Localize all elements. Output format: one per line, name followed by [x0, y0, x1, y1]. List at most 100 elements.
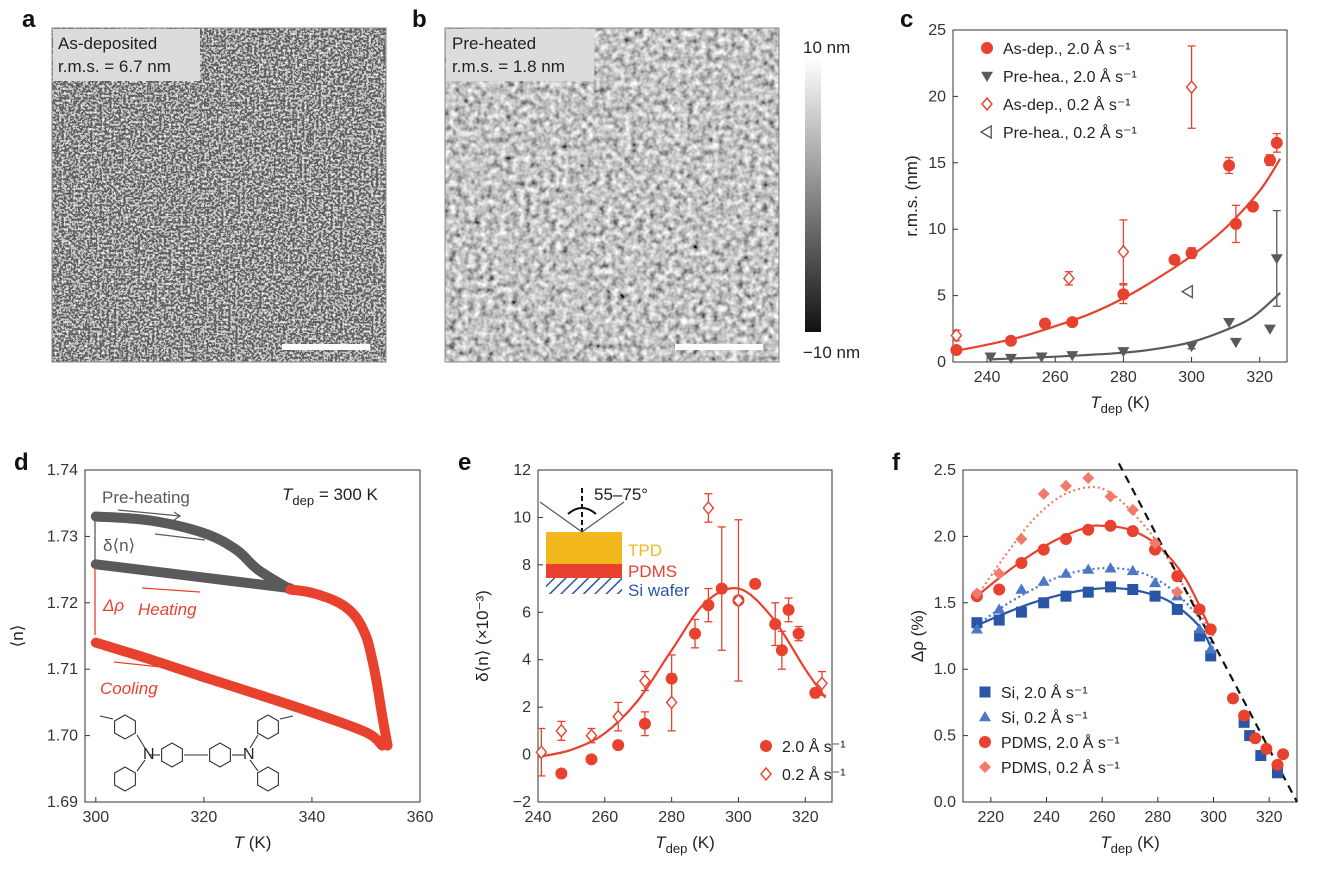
data-point [993, 567, 1006, 580]
data-point [1035, 352, 1048, 363]
y-tick-label: 2 [522, 699, 531, 716]
y-tick-label: 1.71 [47, 661, 78, 678]
inset-label-tpd: TPD [628, 541, 662, 560]
arrow-preheating [117, 509, 181, 517]
data-point [1229, 337, 1242, 349]
y-tick-label: 20 [928, 88, 946, 105]
y-tick-label: 1.72 [47, 595, 78, 612]
data-curve-heating [285, 584, 393, 751]
data-point [970, 587, 983, 600]
data-point [1126, 564, 1139, 576]
data-point [732, 593, 745, 608]
annotation-cooling: Cooling [100, 679, 158, 698]
legend-label: As-dep., 2.0 Å s⁻¹ [1003, 39, 1131, 58]
data-point [1205, 650, 1217, 662]
scale-bar-b [675, 344, 763, 350]
data-point [971, 617, 983, 629]
data-point [612, 739, 625, 752]
data-point [1082, 563, 1095, 574]
data-point [1037, 575, 1050, 586]
data-point [612, 709, 625, 724]
x-tick-label: 320 [1256, 809, 1283, 826]
legend-marker [979, 736, 991, 748]
atom-n-right: N [243, 746, 255, 763]
inset-incident-ray [539, 501, 583, 533]
legend-label: 2.0 Å s⁻¹ [782, 737, 846, 756]
afm-label-box-a [53, 29, 200, 81]
molecule-structure [99, 714, 294, 792]
data-point [1126, 525, 1139, 538]
x-tick-label: 240 [525, 809, 552, 826]
fit-curve [976, 485, 1215, 637]
data-point [1270, 136, 1283, 149]
data-point [1270, 254, 1283, 265]
data-point [1249, 732, 1262, 745]
data-point [993, 583, 1006, 596]
ring [114, 714, 136, 740]
data-point [1015, 606, 1027, 618]
fit-curve [1117, 462, 1298, 803]
data-point [950, 344, 963, 357]
inset-pdms-layer [546, 564, 622, 578]
data-point [535, 745, 548, 760]
data-point [775, 644, 788, 657]
data-point [1015, 533, 1028, 546]
data-point [1117, 244, 1130, 259]
y-tick-label: 0 [937, 354, 946, 371]
afm-label-b-title: Pre-heated [452, 34, 536, 53]
data-point [1171, 570, 1184, 583]
legend-label: 0.2 Å s⁻¹ [782, 765, 846, 784]
data-point [1059, 533, 1072, 546]
data-point [1015, 583, 1028, 594]
y-tick-label: −2 [513, 794, 531, 811]
legend-label: Pre-hea., 2.0 Å s⁻¹ [1003, 67, 1137, 86]
y-tick-label: 1.74 [47, 462, 78, 479]
data-point [1038, 597, 1050, 609]
legend-label: Si, 0.2 Å s⁻¹ [1001, 708, 1088, 727]
data-curve-pre-heating [90, 511, 296, 595]
colorbar [805, 58, 821, 332]
data-point [1066, 351, 1079, 362]
data-point [1193, 623, 1206, 634]
y-tick-label: 2.0 [934, 528, 956, 545]
data-point [1004, 334, 1017, 347]
data-point [1171, 586, 1184, 599]
data-point [993, 614, 1005, 626]
x-tick-label: 320 [792, 809, 819, 826]
data-point [970, 623, 983, 634]
x-tick-label: 220 [977, 809, 1004, 826]
x-tick-label: 300 [1178, 369, 1205, 386]
bond [136, 734, 146, 749]
y-tick-label: 0.0 [934, 794, 956, 811]
y-tick-label: 4 [522, 652, 531, 669]
x-tick-label: 240 [1033, 809, 1060, 826]
data-point [1194, 630, 1206, 642]
ring [257, 766, 279, 792]
afm-image-pre-heated [445, 28, 779, 362]
x-tick-label: 280 [658, 809, 685, 826]
data-point [1105, 581, 1117, 593]
plot-frame [537, 469, 833, 803]
panel-b-label: b [412, 6, 427, 33]
data-point [1255, 750, 1267, 762]
y-tick-label: 25 [928, 22, 946, 39]
y-tick-label: 0 [522, 747, 531, 764]
data-point [702, 599, 715, 612]
data-point [1204, 643, 1217, 654]
data-point [638, 673, 651, 689]
afm-label-b-rms: r.m.s. = 1.8 nm [452, 57, 565, 76]
chart-f: 220 240 260 280 300 320 0.0 0.5 1.0 1.5 2.0 2.5 Tdep… [908, 462, 1298, 856]
x-tick-label: 280 [1110, 369, 1137, 386]
data-point [638, 717, 651, 730]
bond [279, 715, 294, 720]
inset-reflected-ray [581, 501, 625, 533]
data-point [689, 627, 702, 640]
legend-marker [981, 71, 993, 82]
x-tick-label: 300 [725, 809, 752, 826]
data-point [1059, 479, 1072, 492]
x-axis-label: Tdep (K) [1090, 393, 1149, 416]
annotation-delta-n: δ⟨n⟩ [103, 536, 135, 555]
inset-angle-label: 55–75° [594, 485, 648, 504]
y-axis-label: ⟨n⟩ [8, 625, 27, 648]
y-tick-label: 6 [522, 604, 531, 621]
